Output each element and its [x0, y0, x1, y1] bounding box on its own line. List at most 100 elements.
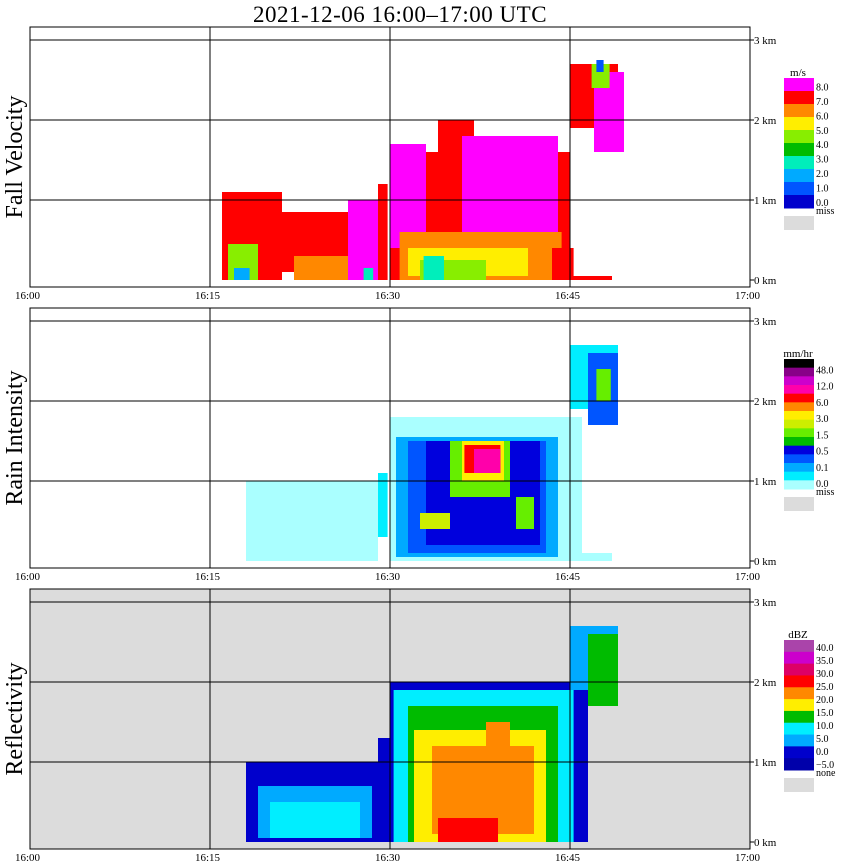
legend-missing-swatch: [784, 778, 814, 792]
legend-level: 6.0: [816, 111, 829, 122]
heatmap-cell: [378, 473, 388, 537]
time-tick-label: 16:45: [555, 571, 581, 583]
time-tick-label: 16:00: [15, 571, 41, 583]
legend-level: −5.0: [816, 760, 834, 771]
heatmap-cell: [438, 818, 498, 842]
height-tick-label: 2 km: [754, 677, 777, 689]
legend-swatch: [784, 471, 814, 481]
legend: dBZ 40.0 35.0 30.0 25.0 20.0 15.0 10.0 5.0 0.0 −5.…: [784, 629, 836, 792]
legend-swatch: [784, 195, 814, 209]
legend-swatch: [784, 169, 814, 183]
heatmap-cell: [378, 184, 388, 280]
legend-level: 0.0: [816, 198, 829, 209]
legend-swatch: [784, 699, 814, 712]
time-tick-label: 16:45: [555, 290, 581, 302]
time-tick-label: 16:15: [195, 571, 221, 583]
legend-swatch: [784, 182, 814, 196]
time-tick-label: 16:00: [15, 290, 41, 302]
legend-level: 12.0: [816, 382, 834, 393]
time-tick-label: 16:00: [15, 852, 41, 864]
height-tick-label: 1 km: [754, 476, 777, 488]
heatmap-cell: [591, 64, 610, 88]
height-tick-label: 0 km: [754, 275, 777, 287]
legend-level: 30.0: [816, 669, 834, 680]
legend-level: 20.0: [816, 695, 834, 706]
heatmap-cell: [420, 513, 450, 529]
legend-level: 1.0: [816, 184, 829, 195]
legend-swatch: [784, 675, 814, 688]
legend-swatch: [784, 710, 814, 724]
legend-level: 35.0: [816, 656, 834, 667]
legend-swatch: [784, 91, 814, 105]
legend-level: 25.0: [816, 682, 834, 693]
legend-level: 1.5: [816, 430, 829, 441]
legend-level: 48.0: [816, 365, 834, 376]
height-tick-label: 2 km: [754, 115, 777, 127]
legend-swatch: [784, 117, 814, 131]
legend-level: 0.5: [816, 447, 829, 458]
legend-swatch: [784, 402, 814, 412]
legend-missing-label: miss: [816, 487, 834, 498]
legend-swatch: [784, 734, 814, 747]
legend-swatch: [784, 130, 814, 144]
legend-missing-swatch: [784, 216, 814, 230]
legend-swatch: [784, 687, 814, 700]
legend-swatch: [784, 454, 814, 464]
legend-level: 8.0: [816, 82, 829, 93]
heatmap-cell: [516, 497, 534, 529]
legend-swatch: [784, 385, 814, 395]
height-tick-label: 3 km: [754, 597, 777, 609]
legend-swatch: [784, 376, 814, 386]
legend-level: 5.0: [816, 734, 829, 745]
heatmap-cell: [246, 481, 378, 561]
height-tick-label: 2 km: [754, 396, 777, 408]
legend-level: 6.0: [816, 398, 829, 409]
height-tick-label: 1 km: [754, 195, 777, 207]
height-tick-label: 1 km: [754, 757, 777, 769]
legend-level: 40.0: [816, 643, 834, 654]
chart-title: 2021-12-06 16:00–17:00 UTC: [252, 2, 548, 27]
heatmap-cell: [462, 136, 558, 232]
heatmap-cell: [270, 802, 360, 838]
time-tick-label: 17:00: [735, 571, 761, 583]
panel-ylabel: Reflectivity: [2, 662, 28, 775]
time-tick-label: 17:00: [735, 290, 761, 302]
legend-level: 10.0: [816, 721, 834, 732]
heatmap-cell: [474, 449, 501, 473]
legend-level: 0.0: [816, 479, 829, 490]
legend-level: 7.0: [816, 97, 829, 108]
heatmap-cell: [486, 722, 510, 754]
legend-missing-label: none: [816, 768, 836, 779]
height-tick-label: 3 km: [754, 35, 777, 47]
legend-swatch: [784, 78, 814, 92]
heatmap-cell: [596, 60, 604, 72]
height-tick-label: 3 km: [754, 316, 777, 328]
time-tick-label: 16:30: [375, 852, 401, 864]
heatmap-cell: [348, 200, 378, 280]
panel-2: 0 km 1 km 2 km 3 km 16:00 16:15 16:30 16:45 17:0…: [2, 588, 836, 864]
legend-missing-label: miss: [816, 206, 834, 217]
legend-level: 5.0: [816, 126, 829, 137]
legend-swatch: [784, 156, 814, 170]
heatmap-cell: [570, 276, 612, 280]
heatmap-cell: [596, 369, 611, 401]
legend-swatch: [784, 419, 814, 429]
legend-swatch: [784, 143, 814, 157]
legend-swatch: [784, 640, 814, 653]
heatmap-cell: [378, 738, 390, 842]
legend-unit: dBZ: [788, 629, 808, 641]
legend-swatch: [784, 651, 814, 665]
panel-0: 0 km 1 km 2 km 3 km 16:00 16:15 16:30 16:45 17:0…: [2, 26, 834, 302]
heatmap-cell: [564, 553, 612, 561]
heatmap-cell: [390, 144, 426, 248]
heatmap-cell: [234, 268, 250, 280]
legend-swatch: [784, 480, 814, 490]
legend-unit: mm/hr: [783, 348, 813, 360]
legend-swatch: [784, 746, 814, 759]
time-tick-label: 16:15: [195, 852, 221, 864]
panel-1: 0 km 1 km 2 km 3 km 16:00 16:15 16:30 16:45 17:0…: [2, 307, 834, 583]
time-tick-label: 16:45: [555, 852, 581, 864]
legend-swatch: [784, 359, 814, 369]
